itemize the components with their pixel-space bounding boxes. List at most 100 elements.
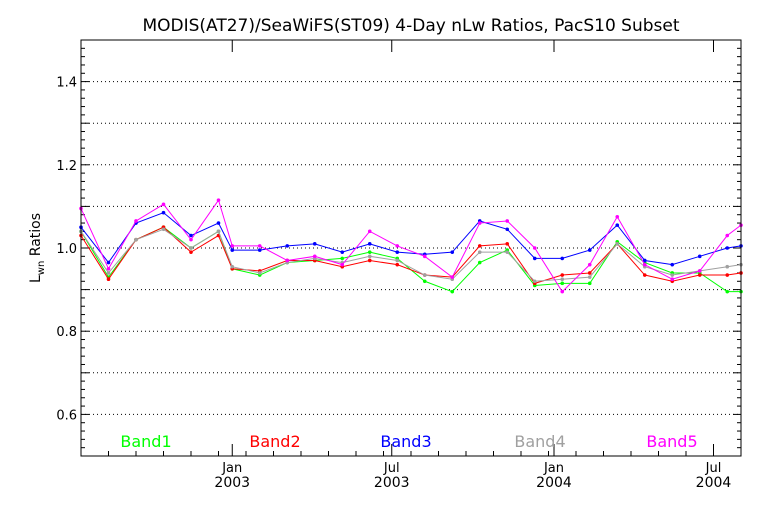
- data-point-band5: [697, 269, 702, 273]
- data-point-band5: [560, 289, 565, 294]
- data-point-band1: [477, 260, 482, 265]
- legend: Band1 Band2 Band3 Band4 Band5: [120, 432, 697, 451]
- data-point-band5: [189, 237, 193, 242]
- data-point-band1: [450, 289, 455, 294]
- data-point-band4: [587, 275, 592, 279]
- data-point-band2: [106, 277, 111, 282]
- series-line-band4: [80, 228, 742, 282]
- data-point-band4: [230, 264, 235, 269]
- data-point-band2: [189, 250, 193, 254]
- data-point-band4: [395, 258, 400, 263]
- data-point-band5: [505, 219, 510, 223]
- x-tick-month: Jul: [705, 461, 722, 476]
- y-axis-label: Lwn Ratios: [28, 213, 47, 283]
- data-point-band1: [422, 279, 427, 284]
- data-point-band2: [642, 273, 647, 277]
- data-point-band5: [642, 262, 647, 267]
- data-point-band5: [216, 198, 221, 202]
- data-point-band5: [422, 254, 427, 259]
- y-tick-label: 1.4: [56, 76, 77, 91]
- data-point-band1: [725, 289, 730, 294]
- x-tick-month: Jul: [383, 461, 400, 476]
- data-point-band5: [532, 246, 537, 250]
- data-point-band3: [725, 246, 730, 250]
- legend-entry-band3: Band3: [380, 432, 431, 451]
- data-point-band3: [161, 210, 166, 215]
- data-point-band4: [532, 279, 537, 284]
- x-tick-year: 2004: [536, 475, 572, 491]
- y-tick-label: 1.0: [56, 242, 77, 257]
- data-point-band5: [230, 244, 235, 248]
- data-point-band5: [161, 202, 166, 207]
- data-point-band4: [560, 277, 565, 282]
- data-point-band3: [670, 262, 675, 267]
- y-axis-label-main: L: [28, 275, 44, 283]
- data-point-band4: [477, 250, 482, 254]
- y-tick-label: 1.2: [56, 159, 77, 174]
- data-point-band5: [395, 244, 400, 248]
- x-tick-month: Jan: [221, 461, 242, 476]
- data-point-band5: [615, 215, 620, 219]
- data-point-band3: [106, 260, 111, 265]
- data-point-band4: [106, 271, 111, 275]
- data-point-band4: [216, 229, 221, 234]
- data-point-band2: [505, 242, 510, 246]
- data-point-band3: [312, 242, 317, 246]
- data-point-band2: [477, 244, 482, 248]
- series-line-band2: [80, 226, 742, 284]
- data-point-band3: [505, 227, 510, 232]
- data-point-band3: [642, 258, 647, 263]
- data-point-band5: [725, 233, 730, 238]
- data-point-band3: [395, 250, 400, 254]
- data-point-band3: [587, 248, 592, 252]
- data-point-band5: [587, 262, 592, 267]
- data-point-band1: [587, 281, 592, 286]
- data-point-band5: [106, 267, 111, 271]
- series-line-band5: [80, 199, 742, 293]
- data-point-band5: [367, 229, 372, 234]
- chart-title: MODIS(AT27)/SeaWiFS(ST09) 4-Day nLw Rati…: [142, 16, 679, 36]
- legend-entry-band5: Band5: [646, 432, 697, 451]
- data-point-band3: [230, 248, 235, 252]
- legend-entry-band1: Band1: [120, 432, 171, 451]
- series-line-band3: [80, 212, 742, 266]
- y-axis-label-rest: Ratios: [28, 213, 44, 261]
- data-point-band3: [257, 248, 262, 252]
- data-point-band5: [477, 221, 482, 225]
- data-point-band3: [560, 256, 565, 261]
- data-point-band5: [670, 277, 675, 282]
- data-point-band5: [257, 244, 262, 248]
- data-point-band3: [216, 221, 221, 225]
- data-point-band4: [505, 250, 510, 254]
- x-tick-month: Jan: [543, 461, 564, 476]
- x-tick-year: 2003: [374, 475, 410, 491]
- data-point-band4: [670, 273, 675, 277]
- data-point-band5: [285, 258, 290, 263]
- data-point-band3: [697, 254, 702, 259]
- data-point-band3: [189, 233, 193, 238]
- data-point-band3: [450, 250, 455, 254]
- data-point-band2: [367, 258, 372, 263]
- data-point-band1: [560, 281, 565, 286]
- legend-entry-band2: Band2: [249, 432, 300, 451]
- data-point-band4: [725, 264, 730, 269]
- x-tick-year: 2003: [214, 475, 250, 491]
- data-point-band4: [134, 237, 138, 242]
- plot-frame: [80, 39, 742, 457]
- series-lines: [79, 198, 743, 294]
- data-point-band4: [257, 271, 262, 275]
- data-point-band3: [615, 223, 620, 227]
- data-point-band4: [367, 254, 372, 259]
- data-point-band2: [560, 273, 565, 277]
- data-point-band3: [340, 250, 345, 254]
- data-point-band5: [340, 262, 345, 267]
- data-point-band5: [312, 254, 317, 259]
- data-point-band5: [450, 275, 455, 279]
- data-point-band3: [367, 242, 372, 246]
- legend-entry-band4: Band4: [514, 432, 565, 451]
- y-tick-label: 0.8: [56, 325, 77, 340]
- data-point-band2: [395, 262, 400, 267]
- y-axis-label-sub: wn: [36, 261, 47, 276]
